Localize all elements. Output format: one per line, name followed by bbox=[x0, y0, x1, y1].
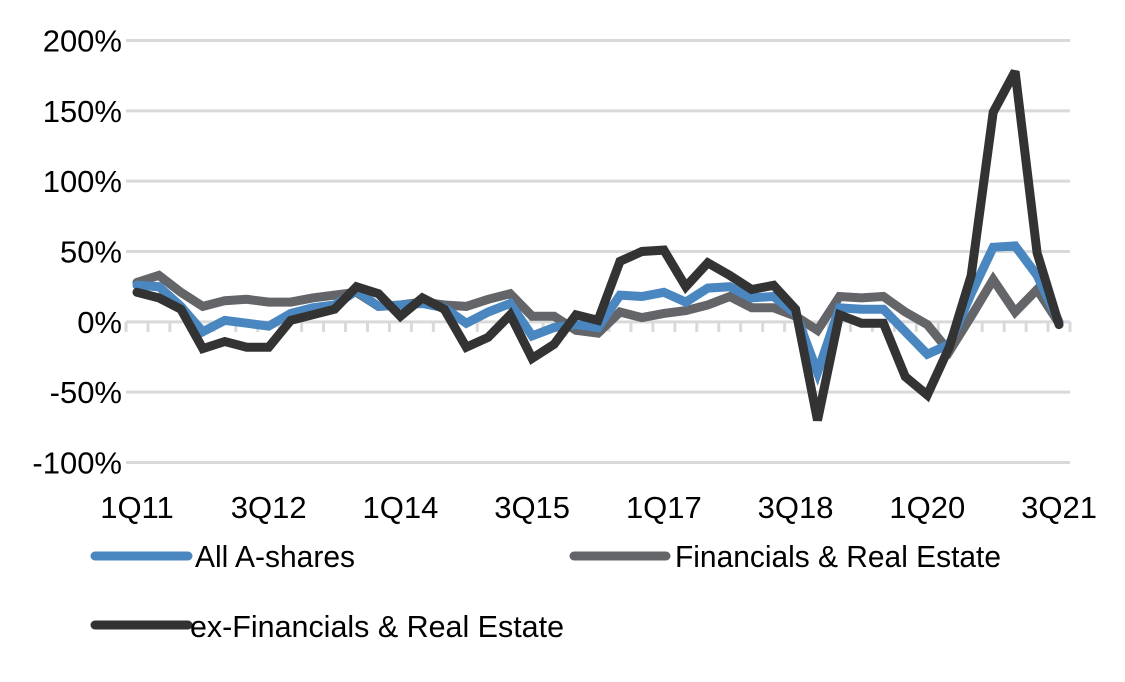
series-lines bbox=[132, 69, 1064, 422]
x-tick-label: 3Q21 bbox=[1021, 490, 1097, 525]
x-tick-label: 3Q18 bbox=[758, 490, 834, 525]
y-tick-label: 100% bbox=[43, 164, 122, 199]
legend-item-ex-financials-real-estate: ex-Financials & Real Estate bbox=[90, 609, 564, 644]
series-all-a-shares bbox=[132, 241, 1064, 386]
legend-label-financials-real-estate: Financials & Real Estate bbox=[675, 539, 1001, 574]
x-tick-label: 1Q20 bbox=[889, 490, 965, 525]
x-tick-label: 1Q17 bbox=[626, 490, 702, 525]
y-axis-labels: 200% 150% 100% 50% 0% -50% -100% bbox=[32, 24, 122, 481]
series-line-all-a-shares bbox=[132, 241, 1064, 386]
y-tick-label: 0% bbox=[77, 305, 122, 340]
x-tick-label: 1Q14 bbox=[362, 490, 438, 525]
x-tick-label: 3Q12 bbox=[231, 490, 307, 525]
y-tick-label: 50% bbox=[60, 235, 122, 270]
y-tick-label: 150% bbox=[43, 94, 122, 129]
y-tick-label: 200% bbox=[43, 24, 122, 59]
x-tick-label: 1Q11 bbox=[100, 490, 174, 525]
gridlines bbox=[126, 39, 1070, 464]
legend-item-all-a-shares: All A-shares bbox=[90, 539, 355, 574]
series-line-financials-real-estate bbox=[132, 270, 1064, 360]
y-tick-label: -100% bbox=[32, 446, 122, 481]
series-financials-real-estate bbox=[132, 270, 1064, 360]
legend-label-all-a-shares: All A-shares bbox=[195, 539, 355, 574]
legend-item-financials-real-estate: Financials & Real Estate bbox=[569, 539, 1001, 574]
x-tick-label: 3Q15 bbox=[494, 490, 570, 525]
y-tick-label: -50% bbox=[50, 375, 122, 410]
series-ex-financials-real-estate bbox=[132, 69, 1064, 422]
series-line-ex-financials-real-estate bbox=[132, 69, 1064, 422]
x-axis-labels: 1Q11 3Q12 1Q14 3Q15 1Q17 3Q18 1Q20 3Q21 bbox=[100, 490, 1097, 525]
legend-label-ex-financials-real-estate: ex-Financials & Real Estate bbox=[190, 609, 564, 644]
legend: All A-shares Financials & Real Estate ex… bbox=[90, 539, 1001, 644]
